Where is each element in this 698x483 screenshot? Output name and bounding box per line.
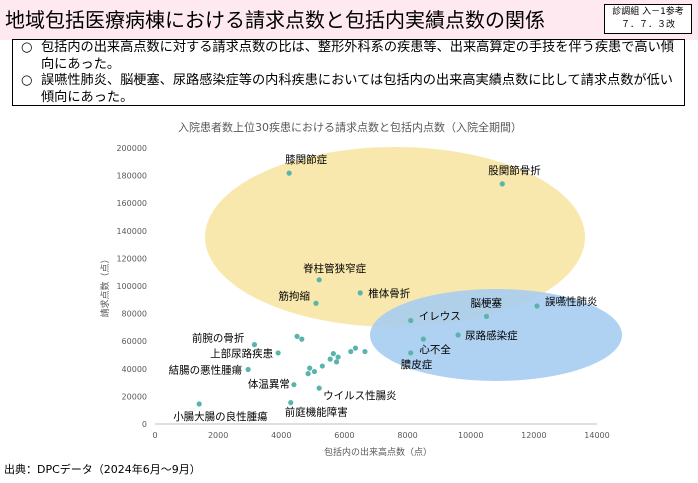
reference-box: 診調組 入－1参考 ７．７．３改 [604,4,692,34]
data-point [251,342,258,348]
data-point-label: 前庭機能障害 [285,406,348,419]
data-point-label: 誤嚥性肺炎 [545,295,598,308]
data-point-label: 膿皮症 [401,358,433,371]
y-tick-label: 120000 [116,254,147,263]
data-point-label: 前腕の骨折 [192,332,245,345]
x-tick-label: 14000 [584,431,609,440]
title-bar [0,0,698,40]
data-point [408,317,414,324]
data-point [299,336,305,342]
page-title: 地域包括医療病棟における請求点数と包括内実績点数の関係 [5,8,545,32]
data-point [245,366,251,373]
data-point-label: 脊柱管狭窄症 [303,262,366,275]
summary-item: ○ 包括内の出来高点数に対する請求点数の比は、整形外科系の疾患等、出来高算定の手… [21,40,674,73]
data-point [311,368,318,375]
x-tick-label: 6000 [334,431,354,440]
data-point [333,359,340,365]
reference-line-2: ７．７．３改 [620,20,675,30]
x-tick-label: 10000 [458,431,483,440]
summary-item: ○ 誤嚥性肺炎、脳梗塞、尿路感染症等の内科疾患においては包括内の出来高実績点数に… [21,73,674,106]
summary-text: 誤嚥性肺炎、脳梗塞、尿路感染症等の内科疾患においては包括内の出来高実績点数に比し… [41,73,673,105]
data-point-label: ウイルス性腸炎 [323,389,397,402]
data-point-label: 体温異常 [248,378,290,391]
data-point [357,290,363,296]
data-point [319,363,325,369]
x-tick-label: 2000 [208,431,228,440]
y-axis-label: 請求点数（点） [99,254,111,317]
y-tick-label: 140000 [116,227,147,236]
y-tick-label: 60000 [122,337,147,346]
y-tick-label: 200000 [116,144,147,153]
y-tick-label: 100000 [116,282,147,291]
data-point [305,371,311,377]
summary-text: 包括内の出来高点数に対する請求点数の比は、整形外科系の疾患等、出来高算定の手技を… [41,40,674,72]
data-point-label: 結腸の悪性腫瘍 [169,363,243,376]
data-point-label: 筋拘縮 [279,289,311,302]
data-point [316,277,322,283]
data-point-label: 尿路感染症 [465,329,518,342]
bullet-circle-icon: ○ [21,73,33,88]
data-point [307,365,313,371]
data-point [327,356,333,362]
x-tick-label: 8000 [397,431,417,440]
data-point-label: 心不全 [419,343,451,356]
bullet-circle-icon: ○ [21,40,33,55]
data-point-label: 椎体骨折 [368,287,410,300]
data-point [420,336,426,342]
x-tick-label: 4000 [271,431,291,440]
data-point [294,333,300,339]
x-axis-label: 包括内の出来高点数（点） [324,446,432,458]
y-tick-label: 160000 [116,199,147,208]
medical-cluster-ellipse [370,289,622,381]
data-point [455,332,461,338]
chart-title: 入院患者数上位30疾患における請求点数と包括内点数（入院全期間） [178,120,522,134]
y-tick-label: 0 [142,420,147,429]
data-point [275,350,281,356]
data-point [286,170,292,176]
data-point [352,345,359,351]
data-point [196,401,202,407]
reference-line-1: 診調組 入－1参考 [612,7,684,17]
data-point [534,303,540,309]
y-tick-label: 20000 [122,392,147,401]
y-tick-label: 80000 [122,310,147,319]
data-point-label: 脳梗塞 [471,296,503,309]
data-point [291,382,297,388]
data-point-label: 股関節骨折 [488,164,541,177]
data-point-label: イレウス [419,311,461,323]
y-tick-label: 180000 [116,172,147,181]
x-tick-label: 12000 [521,431,546,440]
source-note: 出典：DPCデータ（2024年6月～9月） [4,463,201,476]
summary-box: ○ 包括内の出来高点数に対する請求点数の比は、整形外科系の疾患等、出来高算定の手… [12,39,685,106]
data-point-label: 小腸大腸の良性腫瘍 [173,410,268,423]
data-point [362,348,368,355]
data-point-label: 膝関節症 [285,153,327,166]
x-tick-label: 0 [152,431,157,440]
data-point [316,385,322,391]
data-point [483,313,490,319]
data-point [408,350,414,356]
data-point [499,181,505,187]
data-point [348,348,354,355]
data-point [313,300,319,306]
surgical-cluster-ellipse [205,147,585,327]
data-point [335,354,341,360]
data-point-label: 上部尿路疾患 [210,347,273,360]
data-point [330,351,336,357]
data-point [288,400,294,406]
y-tick-label: 40000 [122,365,147,374]
